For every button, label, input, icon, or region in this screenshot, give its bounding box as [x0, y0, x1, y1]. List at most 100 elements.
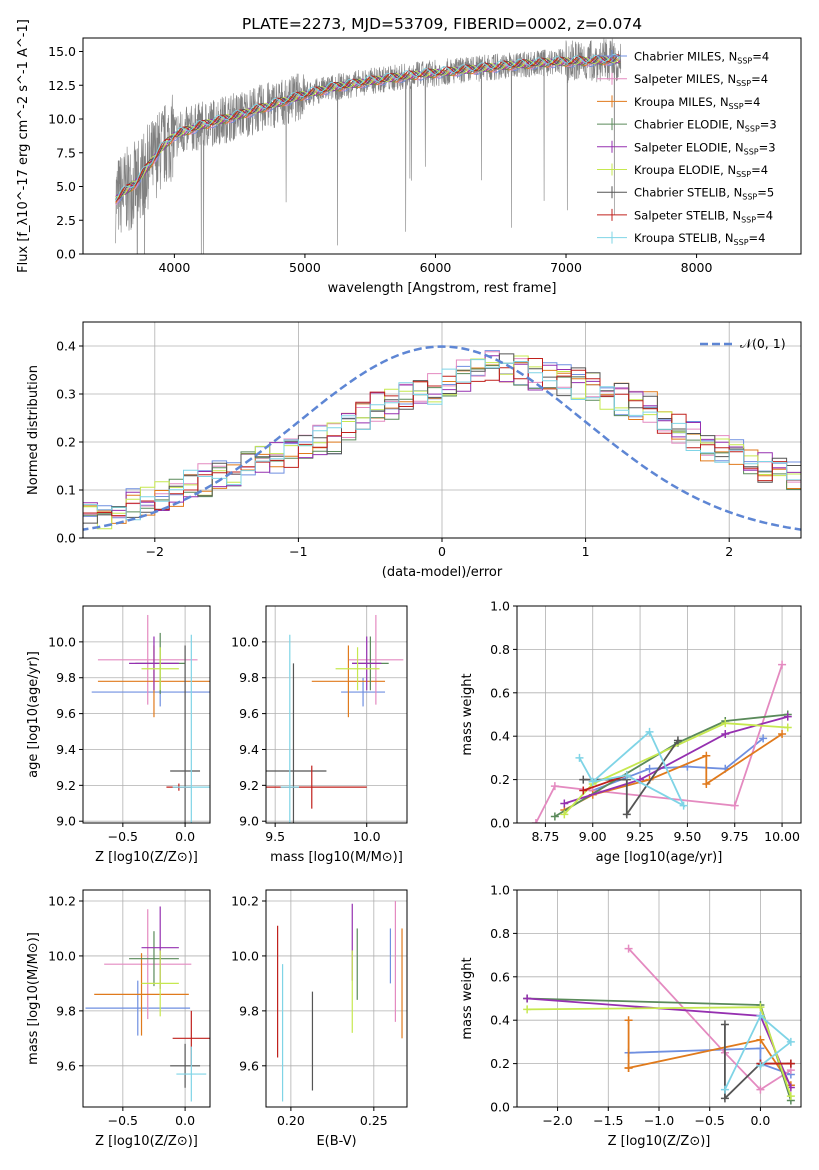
- mass-weight-marker: [730, 801, 739, 810]
- mass-weight-line: [554, 713, 788, 818]
- mass-vs-Z-x-axis-label: Z [log10(Z/Z⊙)]: [95, 1134, 198, 1149]
- y-tick-label: 9.2: [239, 778, 259, 793]
- age-vs-mass-x-axis-label: mass [log10(M/M⊙)]: [270, 850, 403, 865]
- x-tick-label: −1.5: [593, 1113, 623, 1128]
- spectrum-model-line: [115, 57, 621, 204]
- mass-weight-marker: [622, 810, 631, 819]
- y-tick-label: 9.8: [239, 670, 259, 685]
- x-tick-label: −2.0: [542, 1113, 572, 1128]
- age-vs-Z-plot-area: [91, 614, 210, 823]
- mass-vs-EBV-x-axis-label: E(B-V): [316, 1134, 356, 1149]
- x-tick-label: 4000: [158, 260, 190, 275]
- mass-weight-marker: [756, 1061, 765, 1070]
- x-tick-label: −1: [289, 544, 307, 559]
- y-tick-label: 0.6: [490, 969, 510, 984]
- mass-vs-EBV-plot-area: [277, 900, 403, 1102]
- mass-weight-marker: [759, 734, 768, 743]
- y-tick-label: 0.4: [490, 1013, 510, 1028]
- y-tick-label: 10.0: [231, 634, 259, 649]
- mass-weight-marker: [679, 801, 688, 810]
- x-tick-label: 6000: [420, 260, 452, 275]
- spectrum-frame: [82, 37, 802, 255]
- y-tick-label: 0.8: [490, 642, 510, 657]
- mass-weight-marker: [550, 812, 559, 821]
- x-tick-label: 0.0: [175, 829, 195, 844]
- mass-weight-marker: [579, 786, 588, 795]
- residuals-x-axis-label: (data-model)/error: [382, 565, 503, 580]
- y-tick-label: 1.0: [490, 883, 510, 898]
- y-tick-label: 9.8: [56, 670, 76, 685]
- y-tick-label: 10.0: [48, 948, 76, 963]
- x-tick-label: 10.00: [764, 829, 800, 844]
- y-tick-label: 0.0: [56, 531, 76, 546]
- legend-label: Chabrier ELODIE, NSSP=3: [634, 118, 777, 134]
- x-tick-label: 0.0: [175, 1113, 195, 1128]
- legend-label: Salpeter ELODIE, NSSP=3: [634, 140, 776, 156]
- x-tick-label: 8000: [681, 260, 713, 275]
- x-tick-label: 0.25: [360, 1113, 388, 1128]
- mass-weight-vs-Z-y-axis-label: mass weight: [460, 957, 475, 1039]
- age-vs-Z-panel: −0.5 0.0 9.0 9.2 9.4 9.6 9.8 10.0 Z [log10(Z/Z⊙)…: [26, 605, 211, 865]
- mass-weight-marker: [622, 771, 631, 780]
- mass-weight-marker: [786, 1059, 795, 1068]
- mass-weight-marker: [673, 736, 682, 745]
- y-tick-label: 0.4: [56, 339, 76, 354]
- mass-weight-vs-Z-panel: −2.0 −1.5 −1.0 −0.5 0.0 0.0 0.2 0.4 0.6 0.8 1.0 Z […: [460, 883, 802, 1149]
- y-tick-label: 7.5: [56, 145, 76, 160]
- x-tick-label: −0.5: [695, 1113, 725, 1128]
- mass-weight-marker: [756, 1003, 765, 1012]
- age-vs-mass-panel: 9.5 10.0 9.0 9.2 9.4 9.6 9.8 10.0 mass [log10(M/…: [231, 605, 408, 865]
- x-tick-label: 1: [582, 544, 590, 559]
- mass-weight-marker: [575, 753, 584, 762]
- legend-label: Chabrier STELIB, NSSP=5: [634, 186, 774, 202]
- mass-weight-marker: [720, 1094, 729, 1103]
- spectrum-model-line: [115, 54, 621, 202]
- mass-weight-marker: [756, 1044, 765, 1053]
- y-tick-label: 9.6: [56, 706, 76, 721]
- x-tick-label: −0.5: [108, 1113, 138, 1128]
- residuals-plot-area: [83, 345, 801, 531]
- residual-histogram: [83, 350, 801, 519]
- mass-weight-line: [583, 774, 628, 792]
- y-tick-label: 0.8: [490, 926, 510, 941]
- mass-weight-line: [535, 664, 783, 823]
- legend-label: Kroupa ELODIE, NSSP=4: [634, 163, 768, 179]
- y-tick-label: 10.2: [231, 893, 259, 908]
- mass-weight-line: [724, 1014, 793, 1090]
- legend-label: Chabrier MILES, NSSP=4: [634, 50, 769, 66]
- x-tick-label: 9.25: [626, 829, 654, 844]
- mass-weight-marker: [720, 1085, 729, 1094]
- y-tick-label: 9.0: [56, 814, 76, 829]
- mass-weight-marker: [579, 775, 588, 784]
- x-tick-label: 10.0: [353, 829, 381, 844]
- age-vs-mass-plot-area: [266, 614, 404, 823]
- y-tick-label: 2.5: [56, 213, 76, 228]
- mass-weight-marker: [783, 723, 792, 732]
- mass-vs-Z-panel: −0.5 0.0 9.6 9.8 10.0 10.2 Z [log10(Z/Z⊙)] mass…: [26, 889, 211, 1149]
- y-tick-label: 9.6: [239, 706, 259, 721]
- age-vs-Z-frame: [82, 605, 211, 824]
- x-tick-label: 2: [725, 544, 733, 559]
- mass-weight-vs-age-panel: 8.75 9.00 9.25 9.50 9.75 10.00 0.0 0.2 0.4 0.6 0.8…: [460, 599, 802, 865]
- mass-weight-vs-Z-plot-area: [523, 944, 795, 1105]
- legend-label: Kroupa STELIB, NSSP=4: [634, 231, 765, 247]
- spectrum-model-line: [115, 54, 621, 200]
- y-tick-label: 0.2: [56, 435, 76, 450]
- y-tick-label: 0.0: [56, 247, 76, 262]
- legend-label: Kroupa MILES, NSSP=4: [634, 95, 760, 111]
- mass-weight-marker: [756, 1011, 765, 1020]
- y-tick-label: 10.0: [231, 948, 259, 963]
- y-tick-label: 1.0: [490, 599, 510, 614]
- mass-vs-Z-frame: [82, 889, 211, 1108]
- legend-label: Salpeter MILES, NSSP=4: [634, 72, 768, 88]
- figure-title: PLATE=2273, MJD=53709, FIBERID=0002, z=0…: [242, 15, 642, 33]
- mass-weight-marker: [721, 730, 730, 739]
- mass-weight-marker: [786, 1092, 795, 1101]
- x-tick-label: 0.0: [750, 1113, 770, 1128]
- x-tick-label: −0.5: [108, 829, 138, 844]
- mass-weight-marker: [523, 994, 532, 1003]
- mass-weight-marker: [550, 782, 559, 791]
- y-tick-label: 9.4: [56, 742, 76, 757]
- mass-vs-Z-y-axis-label: mass [log10(M/M⊙)]: [26, 932, 41, 1065]
